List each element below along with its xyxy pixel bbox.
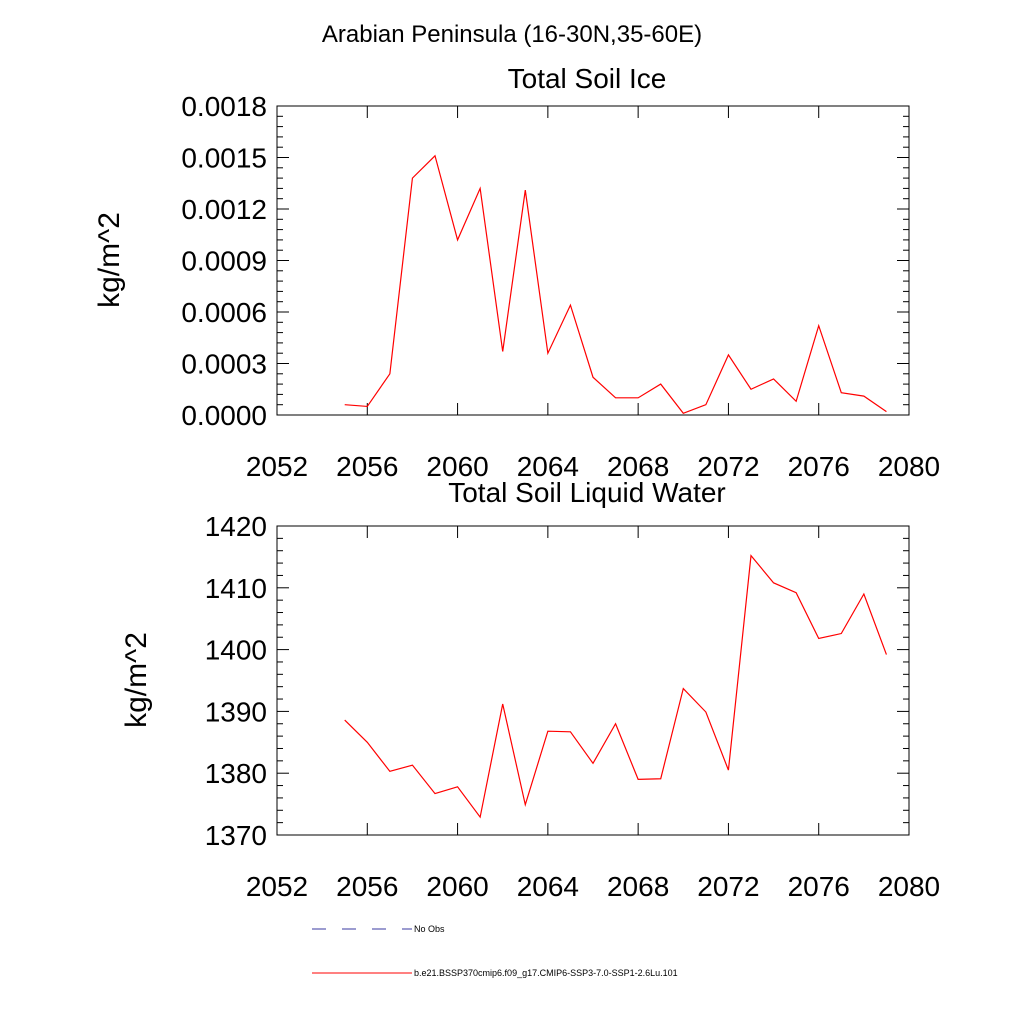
panel-soil-ice-series-line	[344, 154, 887, 414]
panel-soil-ice-y-tick-label: 0.0006	[181, 297, 267, 328]
panel-soil-liquid-water-x-tick-label: 2080	[878, 871, 940, 902]
legend-no-obs-label: No Obs	[414, 924, 445, 934]
panel-soil-liquid-water-y-tick-label: 1380	[205, 758, 267, 789]
panel-soil-liquid-water-x-tick-label: 2052	[246, 871, 308, 902]
panel-soil-liquid-water-frame	[276, 525, 910, 836]
panel-soil-liquid-water-y-tick-label: 1420	[205, 511, 267, 542]
panel-soil-ice-y-tick-label: 0.0018	[181, 91, 267, 122]
panel-soil-ice-x-tick-label: 2060	[426, 451, 488, 482]
legend: No Obs b.e21.BSSP370cmip6.f09_g17.CMIP6-…	[312, 924, 678, 978]
panel-soil-liquid-water-x-tick-label: 2060	[426, 871, 488, 902]
panel-soil-ice-x-tick-label: 2072	[697, 451, 759, 482]
panel-soil-ice-y-tick-label: 0.0009	[181, 246, 267, 277]
panel-soil-liquid-water-y-tick-label: 1370	[205, 820, 267, 851]
panel-soil-ice-x-tick-label: 2080	[878, 451, 940, 482]
panel-soil-ice-y-tick-label: 0.0000	[181, 400, 267, 431]
panel-soil-ice-x-tick-label: 2052	[246, 451, 308, 482]
panel-soil-liquid-water-x-tick-label: 2076	[788, 871, 850, 902]
panel-soil-ice-y-tick-label: 0.0012	[181, 194, 267, 225]
panel-soil-ice-title: Total Soil Ice	[508, 63, 667, 94]
panel-soil-ice-ylabel: kg/m^2	[93, 212, 126, 308]
panel-soil-liquid-water: Total Soil Liquid Water kg/m^2 2052 2056 2…	[120, 477, 940, 902]
panel-soil-liquid-water-y-tick-label: 1390	[205, 696, 267, 727]
panel-soil-ice-x-tick-label: 2064	[517, 451, 579, 482]
panel-soil-liquid-water-x-tick-label: 2056	[336, 871, 398, 902]
figure-title: Arabian Peninsula (16-30N,35-60E)	[322, 21, 702, 48]
panel-soil-liquid-water-x-tick-label: 2064	[517, 871, 579, 902]
panel-soil-liquid-water-series-line	[344, 554, 887, 819]
panel-soil-ice-x-tick-label: 2068	[607, 451, 669, 482]
panel-soil-liquid-water-x-tick-label: 2072	[697, 871, 759, 902]
panel-soil-liquid-water-title: Total Soil Liquid Water	[448, 477, 726, 508]
legend-model-label: b.e21.BSSP370cmip6.f09_g17.CMIP6-SSP3-7.…	[414, 968, 678, 978]
panel-soil-liquid-water-y-tick-label: 1410	[205, 573, 267, 604]
panel-soil-ice-y-tick-label: 0.0015	[181, 143, 267, 174]
panel-soil-ice-y-tick-label: 0.0003	[181, 349, 267, 380]
panel-soil-liquid-water-x-tick-label: 2068	[607, 871, 669, 902]
panel-soil-ice: Total Soil Ice kg/m^2 2052 2056 2060 2064 20…	[93, 63, 940, 482]
panel-soil-ice-x-tick-label: 2076	[788, 451, 850, 482]
panel-soil-liquid-water-y-tick-label: 1400	[205, 635, 267, 666]
panel-soil-ice-x-tick-label: 2056	[336, 451, 398, 482]
panel-soil-liquid-water-ylabel: kg/m^2	[120, 632, 153, 728]
panel-soil-ice-frame	[276, 105, 910, 416]
